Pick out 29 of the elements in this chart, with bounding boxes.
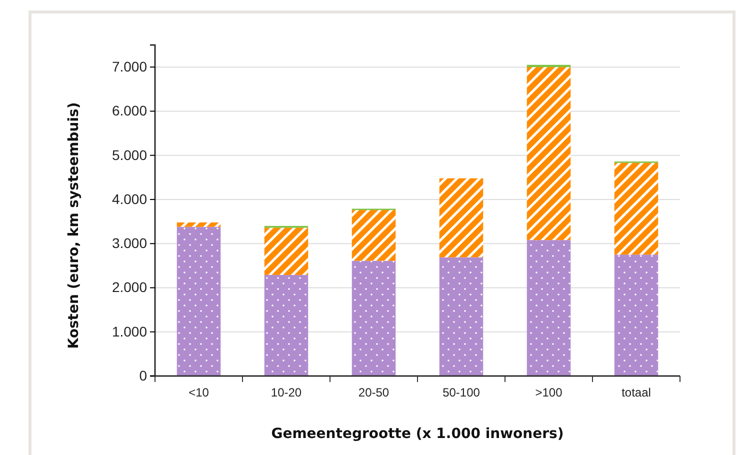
bar xyxy=(352,210,396,261)
x-tick-label: 10-20 xyxy=(270,386,302,400)
x-tick-label: <10 xyxy=(188,386,210,400)
bar xyxy=(264,274,308,376)
y-tick-label: 7.000 xyxy=(112,58,148,75)
x-tick-label: 20-50 xyxy=(358,386,390,400)
bar xyxy=(264,228,308,275)
y-tick-label: 3.000 xyxy=(112,235,148,252)
bar xyxy=(176,226,221,376)
bar xyxy=(352,260,396,376)
x-tick-label: totaal xyxy=(622,386,651,400)
y-tick-label: 5.000 xyxy=(112,146,148,163)
bar xyxy=(526,67,571,240)
y-tick-label: 1.000 xyxy=(112,323,148,340)
y-axis-title: Kosten (euro, km systeembuis) xyxy=(66,102,82,349)
bar xyxy=(439,257,484,376)
y-tick-label: 0 xyxy=(139,367,148,384)
bar xyxy=(614,162,658,255)
x-tick-label: 50-100 xyxy=(442,386,480,400)
bar xyxy=(176,222,221,227)
y-tick-label: 6.000 xyxy=(112,102,148,119)
x-tick-label: >100 xyxy=(535,386,563,400)
bar xyxy=(614,254,658,376)
bar xyxy=(526,64,571,68)
bar xyxy=(439,178,484,258)
y-tick-label: 4.000 xyxy=(112,190,148,207)
y-tick-label: 2.000 xyxy=(112,279,148,296)
x-axis-title: Gemeentegrootte (x 1.000 inwoners) xyxy=(271,426,564,442)
bar xyxy=(526,240,571,376)
